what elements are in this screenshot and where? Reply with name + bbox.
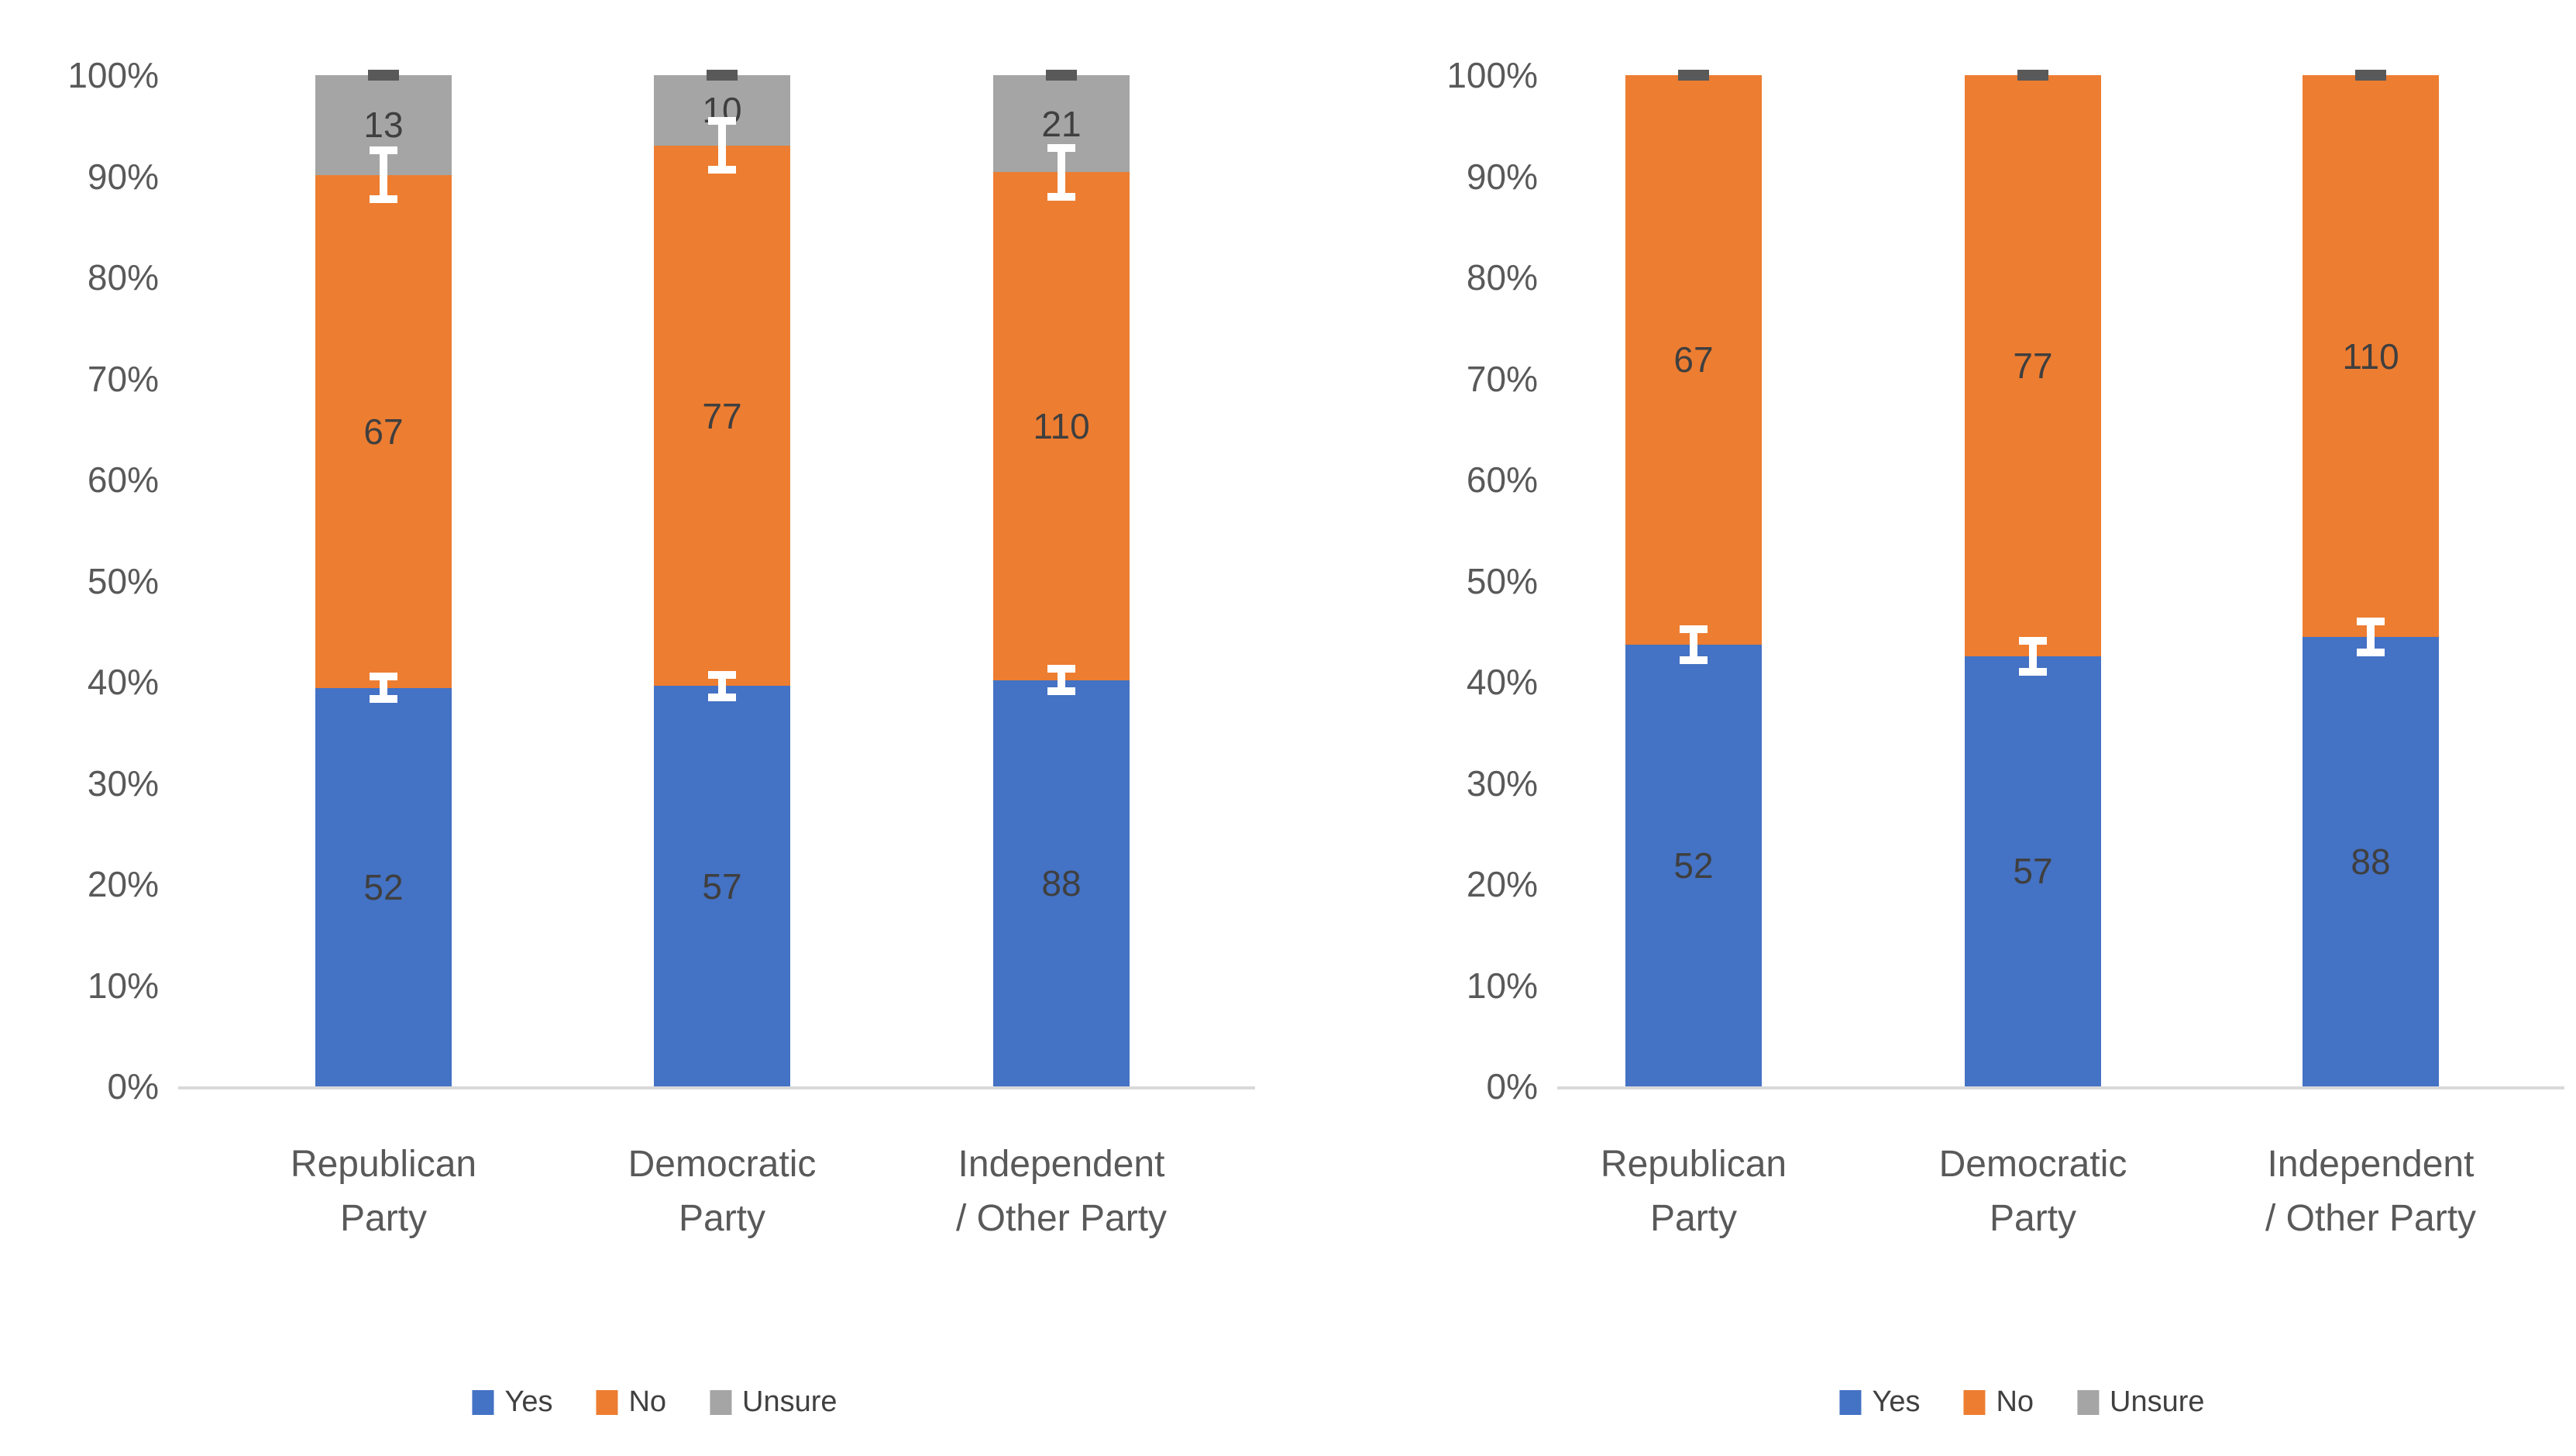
y-axis-tick-label: 40% <box>87 662 159 702</box>
legend-swatch-icon <box>472 1389 494 1415</box>
x-axis-category-label: Democratic Party <box>1938 1144 2127 1239</box>
legend: Yes No Unsure <box>472 1385 837 1419</box>
y-axis-tick-label: 0% <box>107 1066 159 1107</box>
legend-item-no: No <box>596 1385 666 1419</box>
y-axis-tick-label: 50% <box>87 560 159 601</box>
bar-segment-no-3 <box>2303 75 2439 637</box>
y-axis-tick-label: 70% <box>1466 358 1538 399</box>
x-axis-category-label: Independent / Other Party <box>955 1144 1168 1239</box>
y-axis-tick-label: 100% <box>67 55 159 95</box>
data-label-no-2: 77 <box>702 395 742 436</box>
legend-item-yes: Yes <box>1839 1385 1920 1419</box>
y-axis-tick-label: 60% <box>87 460 159 500</box>
bar-segment-no-1 <box>1625 75 1762 645</box>
error-bar-whisker <box>2357 618 2385 656</box>
data-label-unsure-1: 13 <box>363 105 404 146</box>
data-label-yes-1: 52 <box>1673 845 1714 886</box>
error-bar-top-cap <box>2355 70 2386 81</box>
x-axis-line <box>1557 1086 2564 1089</box>
legend-item-unsure: Unsure <box>710 1385 837 1419</box>
error-bar-whisker <box>708 670 736 701</box>
legend-label: No <box>628 1385 667 1418</box>
data-label-unsure-3: 21 <box>1041 103 1082 144</box>
legend-item-unsure: Unsure <box>2077 1385 2205 1419</box>
data-label-no-2: 77 <box>2013 345 2053 386</box>
x-axis-category-label: Democratic Party <box>628 1144 817 1239</box>
error-bar-top-cap <box>1046 70 1077 81</box>
legend-swatch-icon <box>710 1389 732 1415</box>
y-axis-tick-label: 100% <box>1446 55 1538 95</box>
error-bar-whisker <box>370 673 397 704</box>
data-label-yes-3: 88 <box>2351 842 2391 882</box>
error-bar-whisker <box>708 117 736 174</box>
error-bar-top-cap <box>2017 70 2048 81</box>
data-label-yes-3: 88 <box>1041 862 1082 904</box>
legend-label: No <box>1996 1385 2034 1418</box>
data-label-yes-2: 57 <box>2013 851 2053 892</box>
y-axis-tick-label: 60% <box>1466 460 1538 500</box>
bar-segment-yes-3 <box>993 680 1130 1086</box>
legend-swatch-icon <box>596 1389 618 1415</box>
data-label-no-3: 110 <box>2342 336 2399 377</box>
y-axis-tick-label: 40% <box>1466 662 1538 702</box>
y-axis-tick-label: 20% <box>87 864 159 904</box>
legend-item-no: No <box>1963 1385 2034 1419</box>
y-axis-tick-label: 20% <box>1466 864 1538 904</box>
bar-segment-no-2 <box>1965 75 2101 656</box>
bar-segment-yes-2 <box>1965 656 2101 1086</box>
legend-swatch-icon <box>2077 1389 2100 1415</box>
bar-segment-no-1 <box>315 174 452 688</box>
bar-segment-no-3 <box>993 172 1130 680</box>
x-axis-category-label: Republican Party <box>1600 1144 1787 1239</box>
y-axis-tick-label: 10% <box>1466 965 1538 1006</box>
legend-label: Unsure <box>742 1385 837 1418</box>
y-axis-tick-label: 0% <box>1486 1066 1538 1107</box>
error-bar-whisker <box>2019 637 2047 676</box>
error-bar-top-cap <box>707 70 738 81</box>
legend-swatch-icon <box>1839 1389 1862 1415</box>
y-axis-tick-label: 90% <box>1466 156 1538 197</box>
error-bar-whisker <box>1680 625 1708 664</box>
y-axis-tick-label: 50% <box>1466 560 1538 601</box>
legend-swatch-icon <box>1963 1389 1986 1415</box>
y-axis-tick-label: 80% <box>1466 257 1538 298</box>
error-bar-whisker <box>1047 143 1075 201</box>
y-axis-tick-label: 30% <box>87 762 159 804</box>
legend-label: Yes <box>504 1385 553 1418</box>
y-axis-tick-label: 70% <box>87 358 159 399</box>
bar-segment-yes-3 <box>2303 637 2439 1086</box>
x-axis-line <box>178 1086 1255 1089</box>
error-bar-top-cap <box>368 70 399 81</box>
legend: Yes No Unsure <box>1839 1385 2205 1419</box>
bar-segment-yes-1 <box>1625 644 1762 1086</box>
y-axis-tick-label: 10% <box>87 965 159 1006</box>
data-label-no-1: 67 <box>1673 339 1714 380</box>
bar-segment-yes-1 <box>315 687 452 1086</box>
x-axis-category-label: Independent / Other Party <box>2265 1144 2477 1239</box>
y-axis-tick-label: 80% <box>87 257 159 298</box>
data-label-no-3: 110 <box>1033 405 1090 446</box>
legend-label: Yes <box>1872 1385 1921 1418</box>
legend-label: Unsure <box>2110 1385 2205 1418</box>
error-bar-whisker <box>1047 665 1075 696</box>
data-label-yes-1: 52 <box>363 866 404 907</box>
data-label-no-1: 67 <box>363 411 404 452</box>
bar-segment-no-2 <box>654 145 790 687</box>
legend-item-yes: Yes <box>472 1385 552 1419</box>
data-label-yes-2: 57 <box>702 866 742 907</box>
y-axis-tick-label: 90% <box>87 156 159 197</box>
y-axis-tick-label: 30% <box>1466 762 1538 804</box>
bar-segment-yes-2 <box>654 686 790 1086</box>
error-bar-top-cap <box>1678 70 1709 81</box>
x-axis-category-label: Republican Party <box>290 1144 477 1239</box>
error-bar-whisker <box>370 146 397 204</box>
